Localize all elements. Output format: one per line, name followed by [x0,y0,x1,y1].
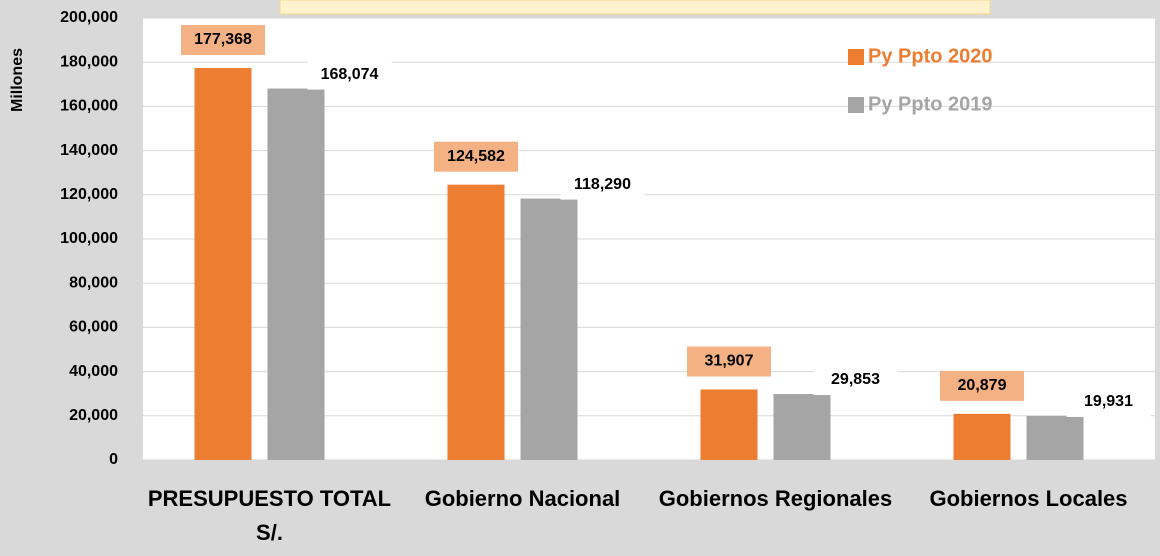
y-tick-label: 100,000 [60,230,118,247]
y-tick-label: 0 [109,451,118,468]
y-tick-label: 200,000 [60,9,118,26]
data-label-box [307,59,392,90]
bar [953,413,1011,460]
bar [447,184,505,461]
data-label-box [687,346,771,377]
decor-box [279,0,991,15]
data-label: 20,879 [958,377,1007,394]
bar [773,394,831,460]
x-tick-label: Gobierno Nacional [424,486,621,511]
bar [267,88,325,460]
data-label-box [1066,386,1151,417]
y-tick-label: 180,000 [60,53,118,70]
bar [194,68,252,460]
data-label: 31,907 [705,353,754,370]
y-tick-label: 40,000 [69,363,118,380]
data-label: 124,582 [447,148,505,165]
data-label-box [181,25,265,56]
data-label: 118,290 [574,176,631,193]
bar [520,198,578,460]
legend-swatch [848,97,864,113]
legend-label: Py Ppto 2019 [868,93,993,115]
y-tick-label: 60,000 [69,319,118,336]
legend-swatch [848,49,864,65]
legend-label: Py Ppto 2020 [868,45,993,67]
bar [1026,415,1084,460]
data-label: 168,074 [321,66,379,83]
data-label: 19,931 [1084,393,1133,410]
data-label: 29,853 [831,371,880,388]
bar [700,389,758,460]
data-label-box [940,370,1024,401]
data-label-box [434,141,518,172]
x-tick-label: PRESUPUESTO TOTAL S/. [147,486,392,545]
data-label-box [560,169,645,200]
y-tick-label: 20,000 [69,407,118,424]
y-tick-label: 160,000 [60,98,118,115]
data-label-box [813,365,898,396]
y-tick-label: 80,000 [69,274,118,291]
y-axis-label: Millones [9,48,26,112]
x-tick-label: Gobiernos Locales [929,486,1128,511]
data-label: 177,368 [194,31,252,48]
y-tick-label: 120,000 [60,186,118,203]
y-tick-label: 140,000 [60,142,118,159]
x-tick-label: Gobiernos Regionales [658,486,893,511]
